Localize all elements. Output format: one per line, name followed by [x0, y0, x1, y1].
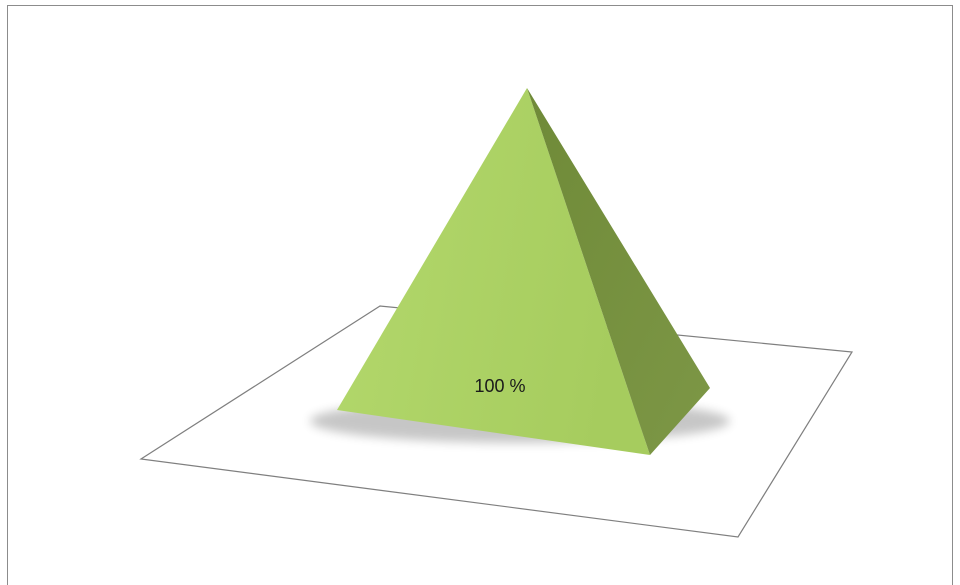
pyramid-bar [337, 88, 710, 455]
data-label: 100 % [474, 376, 525, 396]
pyramid-front-face [337, 88, 650, 455]
floor-plane [139, 305, 854, 538]
pyramid-side-face [527, 88, 710, 455]
